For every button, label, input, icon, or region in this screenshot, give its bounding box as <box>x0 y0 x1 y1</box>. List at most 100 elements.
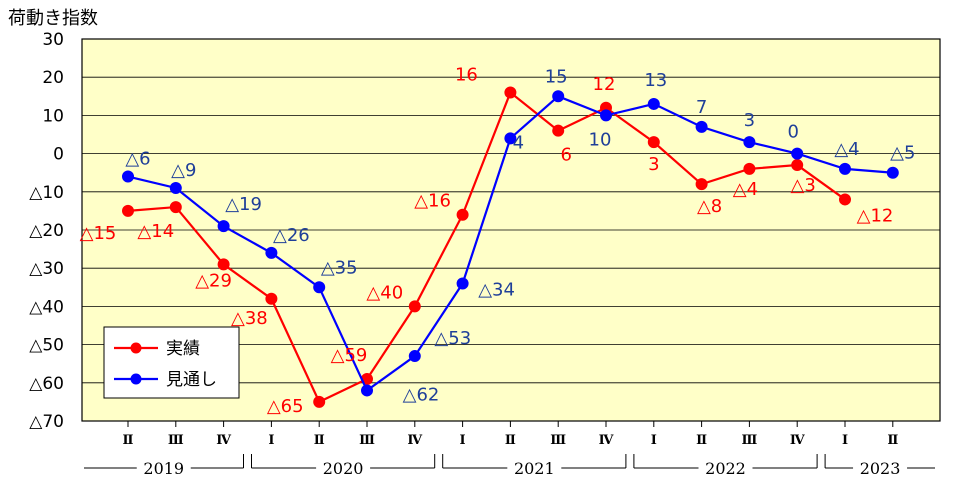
forecast-data-label: △35 <box>321 257 358 278</box>
forecast-point <box>217 220 230 233</box>
actual-data-label: △40 <box>366 282 403 303</box>
actual-data-label: △4 <box>733 179 758 200</box>
y-tick-label: △50 <box>29 336 64 356</box>
actual-point <box>122 204 134 217</box>
year-label: 2023 <box>860 459 901 478</box>
actual-data-label: 12 <box>593 74 616 95</box>
actual-data-label: △59 <box>331 345 368 366</box>
year-label: 2020 <box>323 459 364 478</box>
actual-data-label: △29 <box>195 270 232 291</box>
actual-point <box>647 136 660 149</box>
year-label: 2022 <box>705 459 746 478</box>
forecast-point <box>122 170 134 183</box>
forecast-point <box>791 147 804 160</box>
chart-title: 荷動き指数 <box>8 8 98 29</box>
actual-data-label: △14 <box>137 221 174 242</box>
actual-data-label: △3 <box>791 175 816 196</box>
actual-point <box>839 193 851 206</box>
y-tick-label: △30 <box>29 259 64 279</box>
actual-point <box>408 300 421 313</box>
forecast-data-label: 13 <box>644 70 667 91</box>
x-tick-label: Ⅲ <box>550 433 566 448</box>
actual-data-label: 16 <box>455 64 478 85</box>
year-label: 2019 <box>143 459 184 478</box>
actual-point <box>791 159 804 172</box>
x-tick-label: Ⅱ <box>314 433 325 448</box>
x-tick-label: Ⅱ <box>505 433 516 448</box>
actual-data-label: △12 <box>857 205 894 226</box>
x-tick-label: Ⅲ <box>359 433 375 448</box>
actual-point <box>169 201 182 214</box>
actual-point <box>504 86 517 99</box>
actual-data-label: △65 <box>267 396 304 417</box>
legend-marker <box>130 373 142 385</box>
actual-point <box>456 208 469 221</box>
x-tick-label: Ⅰ <box>268 433 274 448</box>
legend-label: 実績 <box>166 339 200 359</box>
year-label: 2021 <box>514 459 555 478</box>
forecast-point <box>361 384 373 397</box>
x-tick-label: Ⅲ <box>168 433 184 448</box>
x-tick-label: Ⅲ <box>741 433 757 448</box>
forecast-data-label: 15 <box>545 66 568 87</box>
x-tick-label: Ⅱ <box>696 433 707 448</box>
y-tick-label: △10 <box>29 183 64 203</box>
forecast-data-label: △9 <box>171 160 196 181</box>
actual-point <box>265 292 278 305</box>
actual-data-label: △38 <box>231 308 268 329</box>
plot-border <box>81 38 941 422</box>
forecast-data-label: △26 <box>273 225 310 246</box>
actual-data-label: △15 <box>80 223 117 244</box>
x-tick-label: Ⅳ <box>790 433 805 448</box>
forecast-point <box>313 281 326 294</box>
actual-point <box>695 178 708 191</box>
forecast-data-label: 4 <box>513 132 524 153</box>
forecast-data-label: 3 <box>744 110 755 131</box>
forecast-point <box>600 109 612 122</box>
actual-data-label: △16 <box>414 191 451 212</box>
x-tick-label: Ⅳ <box>407 433 422 448</box>
x-tick-label: Ⅰ <box>460 433 466 448</box>
actual-point <box>743 162 756 175</box>
forecast-data-label: 0 <box>787 122 798 143</box>
x-tick-label: Ⅳ <box>216 433 231 448</box>
legend-box <box>103 326 240 399</box>
forecast-data-label: △62 <box>403 384 440 405</box>
forecast-data-label: △5 <box>890 143 915 164</box>
y-tick-label: 0 <box>53 145 64 165</box>
actual-data-label: 3 <box>648 154 659 175</box>
y-tick-label: △40 <box>29 297 64 317</box>
actual-data-label: △8 <box>697 196 722 217</box>
forecast-data-label: △4 <box>834 139 859 160</box>
x-tick-label: Ⅳ <box>599 433 614 448</box>
y-tick-label: 30 <box>42 30 64 50</box>
forecast-point <box>265 246 278 259</box>
forecast-point <box>456 277 469 290</box>
y-tick-label: 20 <box>42 68 64 88</box>
forecast-data-label: △6 <box>125 149 150 170</box>
y-tick-label: 10 <box>42 106 64 126</box>
forecast-point <box>408 350 421 363</box>
forecast-point <box>647 97 660 110</box>
y-tick-label: △20 <box>29 221 64 241</box>
actual-point <box>313 395 326 408</box>
y-tick-label: △60 <box>29 374 64 394</box>
forecast-point <box>839 162 851 175</box>
forecast-data-label: 10 <box>589 129 612 150</box>
actual-point <box>552 124 565 137</box>
forecast-data-label: △34 <box>478 279 515 300</box>
legend-marker <box>130 342 142 354</box>
x-tick-label: Ⅰ <box>842 433 848 448</box>
forecast-point <box>886 166 899 179</box>
actual-point <box>217 258 230 271</box>
actual-data-label: 6 <box>560 145 571 166</box>
x-tick-label: Ⅱ <box>887 433 898 448</box>
forecast-data-label: △53 <box>434 328 471 349</box>
y-tick-label: △70 <box>29 412 64 432</box>
x-tick-label: Ⅱ <box>123 433 134 448</box>
forecast-data-label: △19 <box>225 194 262 215</box>
forecast-point <box>552 90 565 103</box>
series-line-actual <box>127 90 846 404</box>
forecast-point <box>743 136 756 149</box>
forecast-data-label: 7 <box>696 97 707 118</box>
